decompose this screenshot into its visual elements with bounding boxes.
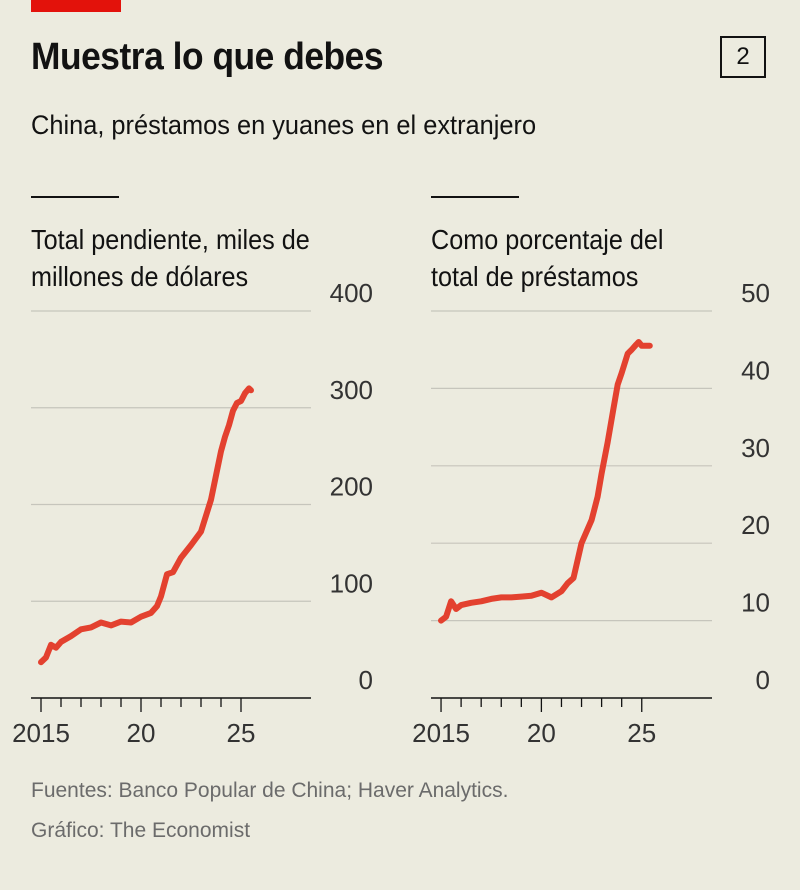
right-panel-title: Como porcentaje del total de préstamos	[431, 221, 664, 295]
left-xtick-label: 20	[127, 718, 156, 748]
right-xtick-label: 20	[527, 718, 556, 748]
left-panel-rule	[31, 196, 119, 198]
left-panel-title-line1: Total pendiente, miles de	[31, 224, 310, 255]
left-ytick-label: 0	[359, 665, 373, 695]
left-panel-title-line2: millones de dólares	[31, 261, 249, 292]
left-panel-title: Total pendiente, miles de millones de dó…	[31, 221, 310, 295]
right-ytick-label: 40	[741, 355, 770, 385]
right-ytick-label: 0	[756, 665, 770, 695]
right-ytick-label: 30	[741, 433, 770, 463]
right-panel-title-line1: Como porcentaje del	[431, 224, 664, 255]
left-xtick-label: 2015	[12, 718, 70, 748]
right-ytick-label: 20	[741, 510, 770, 540]
right-panel-rule	[431, 196, 519, 198]
right-xtick-label: 2015	[412, 718, 470, 748]
right-series-line	[438, 339, 653, 624]
left-ytick-label: 100	[330, 568, 373, 598]
chart-title: Muestra lo que debes	[31, 36, 384, 78]
right-panel-title-line2: total de préstamos	[431, 261, 639, 292]
right-ytick-label: 10	[741, 588, 770, 618]
left-ytick-label: 200	[330, 472, 373, 502]
left-xtick-label: 25	[227, 718, 256, 748]
brand-red-bar	[31, 0, 121, 12]
right-ytick-label: 50	[741, 278, 770, 308]
left-ytick-label: 400	[330, 278, 373, 308]
chart-number-badge: 2	[720, 36, 766, 78]
source-note: Fuentes: Banco Popular de China; Haver A…	[31, 779, 509, 802]
chart-subtitle: China, préstamos en yuanes en el extranj…	[31, 110, 537, 140]
left-ytick-label: 300	[330, 375, 373, 405]
credit-note: Gráfico: The Economist	[31, 819, 251, 842]
right-xtick-label: 25	[627, 718, 656, 748]
left-series-line	[38, 385, 254, 666]
